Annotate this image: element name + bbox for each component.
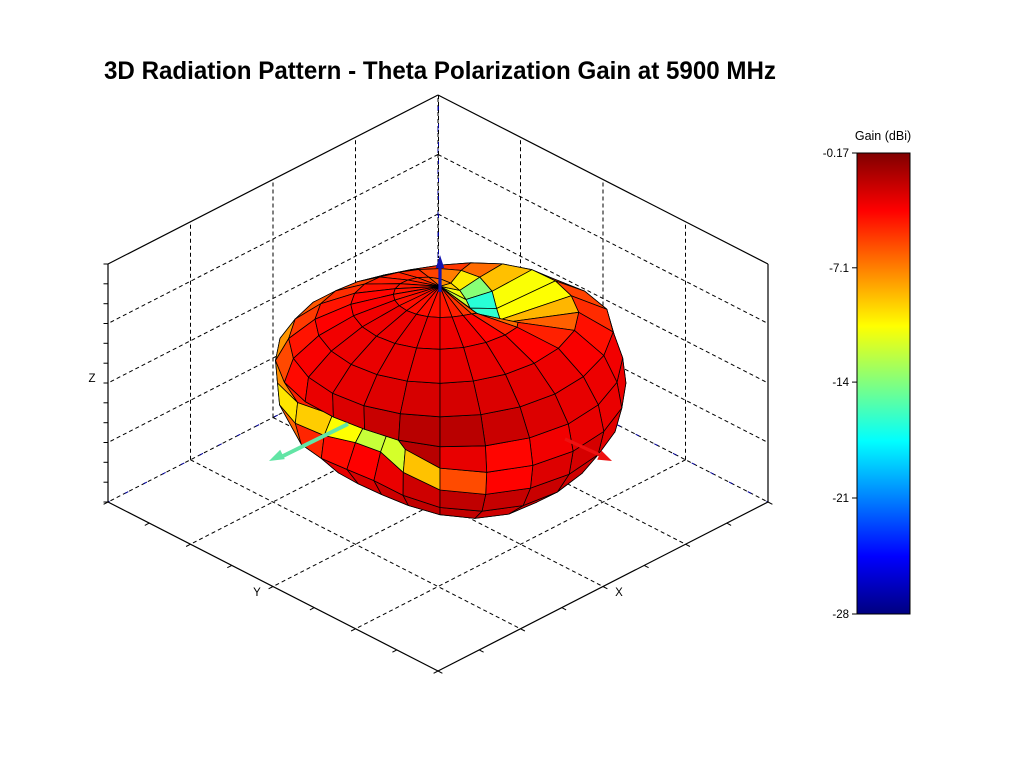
svg-text:Z: Z [88, 373, 95, 385]
svg-text:Y: Y [253, 587, 261, 599]
svg-text:3D Radiation Pattern - Theta P: 3D Radiation Pattern - Theta Polarizatio… [104, 57, 776, 85]
svg-text:-0.17: -0.17 [823, 148, 849, 160]
svg-text:-21: -21 [832, 493, 849, 505]
svg-text:-7.1: -7.1 [829, 263, 849, 275]
svg-text:X: X [615, 587, 623, 599]
svg-text:-28: -28 [832, 609, 849, 621]
svg-text:Gain (dBi): Gain (dBi) [855, 129, 911, 143]
svg-text:-14: -14 [832, 377, 849, 389]
